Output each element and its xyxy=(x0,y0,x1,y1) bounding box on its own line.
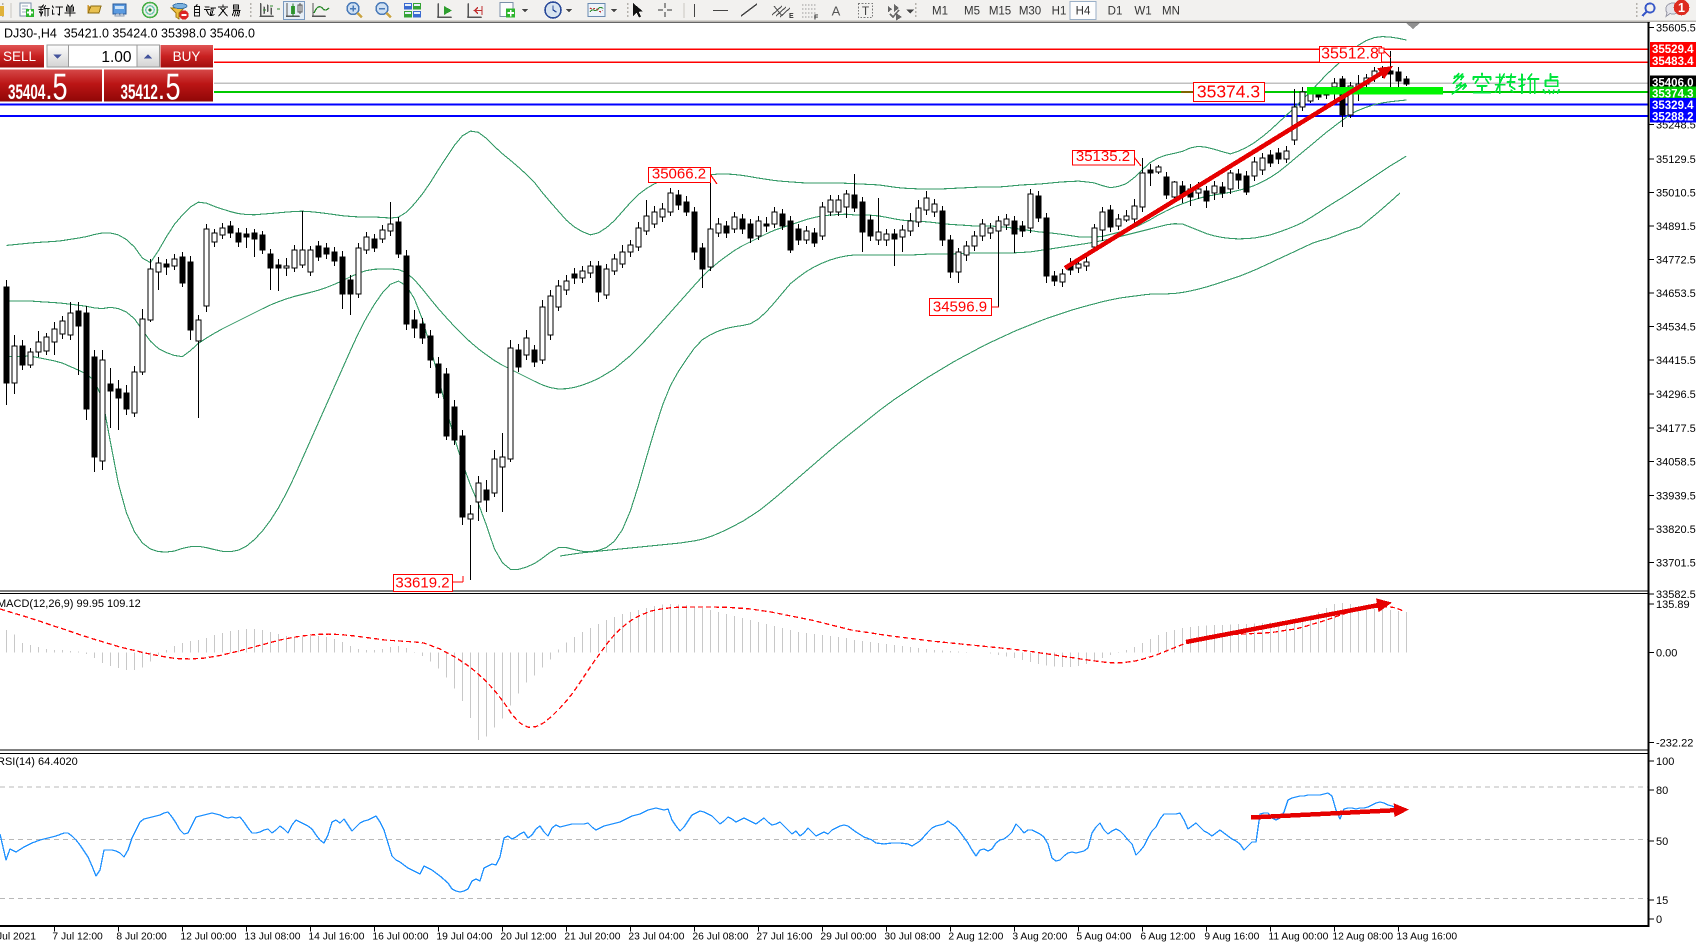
svg-text:M30: M30 xyxy=(1019,6,1041,18)
svg-text:34534.5: 34534.5 xyxy=(1656,322,1696,334)
svg-text:M5: M5 xyxy=(964,6,980,18)
svg-text:0: 0 xyxy=(1656,914,1662,926)
svg-text:27 Jul 16:00: 27 Jul 16:00 xyxy=(756,932,812,943)
svg-text:H4: H4 xyxy=(1076,6,1091,18)
svg-text:35248.5: 35248.5 xyxy=(1656,120,1696,132)
svg-text:.: . xyxy=(47,80,52,104)
svg-text:9 Aug 16:00: 9 Aug 16:00 xyxy=(1204,932,1259,943)
svg-text:MN: MN xyxy=(1162,6,1180,18)
svg-text:6 Jul 2021: 6 Jul 2021 xyxy=(0,932,36,943)
svg-text:1.00: 1.00 xyxy=(101,49,132,66)
svg-text:35374.3: 35374.3 xyxy=(1652,88,1694,100)
svg-text:35066.2: 35066.2 xyxy=(652,166,706,183)
svg-text:D1: D1 xyxy=(1108,6,1123,18)
svg-text:W1: W1 xyxy=(1134,6,1151,18)
svg-text:BUY: BUY xyxy=(173,49,201,64)
svg-text:13 Jul 08:00: 13 Jul 08:00 xyxy=(244,932,300,943)
svg-text:21 Jul 20:00: 21 Jul 20:00 xyxy=(564,932,620,943)
svg-text:6 Aug 12:00: 6 Aug 12:00 xyxy=(1140,932,1195,943)
svg-text:14 Jul 16:00: 14 Jul 16:00 xyxy=(308,932,364,943)
svg-text:34415.5: 34415.5 xyxy=(1656,355,1696,367)
svg-text:5: 5 xyxy=(53,66,68,107)
svg-text:M15: M15 xyxy=(989,6,1011,18)
svg-text:34177.5: 34177.5 xyxy=(1656,423,1696,435)
svg-text:80: 80 xyxy=(1656,785,1668,797)
svg-text:11 Aug 00:00: 11 Aug 00:00 xyxy=(1268,932,1328,943)
svg-text:35135.2: 35135.2 xyxy=(1076,148,1130,165)
svg-text:35129.5: 35129.5 xyxy=(1656,154,1696,166)
svg-text:35288.2: 35288.2 xyxy=(1652,111,1694,123)
svg-text:0.00: 0.00 xyxy=(1656,647,1677,659)
svg-text:30 Jul 08:00: 30 Jul 08:00 xyxy=(884,932,940,943)
svg-text:100: 100 xyxy=(1656,756,1674,768)
svg-text:H1: H1 xyxy=(1052,6,1067,18)
svg-text:F: F xyxy=(814,15,819,22)
svg-text:RSI(14) 64.4020: RSI(14) 64.4020 xyxy=(0,756,78,768)
svg-text:34772.5: 34772.5 xyxy=(1656,255,1696,267)
svg-text:33939.5: 33939.5 xyxy=(1656,490,1696,502)
svg-text:-232.22: -232.22 xyxy=(1656,737,1693,749)
svg-text:20 Jul 12:00: 20 Jul 12:00 xyxy=(500,932,556,943)
svg-text:26 Jul 08:00: 26 Jul 08:00 xyxy=(692,932,748,943)
svg-text:29 Jul 00:00: 29 Jul 00:00 xyxy=(820,932,876,943)
svg-text:34058.5: 34058.5 xyxy=(1656,457,1696,469)
svg-text:1: 1 xyxy=(1678,1,1685,15)
svg-text:35412: 35412 xyxy=(121,80,158,104)
svg-text:34596.9: 34596.9 xyxy=(933,299,987,316)
svg-text:19 Jul 04:00: 19 Jul 04:00 xyxy=(436,932,492,943)
svg-text:7 Jul 12:00: 7 Jul 12:00 xyxy=(52,932,103,943)
svg-text:M1: M1 xyxy=(932,6,948,18)
svg-text:50: 50 xyxy=(1656,836,1668,848)
svg-text:T: T xyxy=(862,4,870,18)
svg-text:35329.4: 35329.4 xyxy=(1652,100,1694,112)
svg-text:34296.5: 34296.5 xyxy=(1656,389,1696,401)
svg-text:15: 15 xyxy=(1656,895,1668,907)
svg-text:MACD(12,26,9) 99.95 109.12: MACD(12,26,9) 99.95 109.12 xyxy=(0,598,141,610)
svg-text:13 Aug 16:00: 13 Aug 16:00 xyxy=(1396,932,1457,943)
svg-text:16 Jul 00:00: 16 Jul 00:00 xyxy=(372,932,428,943)
svg-text:33701.5: 33701.5 xyxy=(1656,557,1696,569)
svg-text:DJ30-,H4 35421.0 35424.0 3539: DJ30-,H4 35421.0 35424.0 35398.0 35406.0 xyxy=(4,27,255,41)
svg-text:2 Aug 12:00: 2 Aug 12:00 xyxy=(948,932,1003,943)
svg-text:35010.5: 35010.5 xyxy=(1656,187,1696,199)
svg-text:35529.4: 35529.4 xyxy=(1652,44,1694,56)
svg-text:33820.5: 33820.5 xyxy=(1656,524,1696,536)
svg-text:35605.5: 35605.5 xyxy=(1656,23,1696,35)
svg-text:135.89: 135.89 xyxy=(1656,599,1690,611)
svg-text:35404: 35404 xyxy=(8,80,45,104)
svg-text:5 Aug 04:00: 5 Aug 04:00 xyxy=(1076,932,1131,943)
svg-text:35374.3: 35374.3 xyxy=(1197,82,1260,102)
svg-text:SELL: SELL xyxy=(3,49,37,64)
svg-text:35483.4: 35483.4 xyxy=(1652,56,1694,68)
svg-text:3 Aug 20:00: 3 Aug 20:00 xyxy=(1012,932,1067,943)
svg-text:33619.2: 33619.2 xyxy=(395,575,449,592)
svg-text:35512.8: 35512.8 xyxy=(1321,46,1379,63)
svg-text:34891.5: 34891.5 xyxy=(1656,221,1696,233)
svg-text:34653.5: 34653.5 xyxy=(1656,288,1696,300)
svg-text:33582.5: 33582.5 xyxy=(1656,589,1696,601)
svg-text:A: A xyxy=(832,4,841,19)
svg-text:12 Jul 00:00: 12 Jul 00:00 xyxy=(180,932,236,943)
svg-text:8 Jul 20:00: 8 Jul 20:00 xyxy=(116,932,167,943)
svg-text:E: E xyxy=(789,13,794,20)
svg-text:23 Jul 04:00: 23 Jul 04:00 xyxy=(628,932,684,943)
svg-text:5: 5 xyxy=(166,66,181,107)
svg-text:.: . xyxy=(159,80,164,104)
svg-text:12 Aug 08:00: 12 Aug 08:00 xyxy=(1332,932,1393,943)
